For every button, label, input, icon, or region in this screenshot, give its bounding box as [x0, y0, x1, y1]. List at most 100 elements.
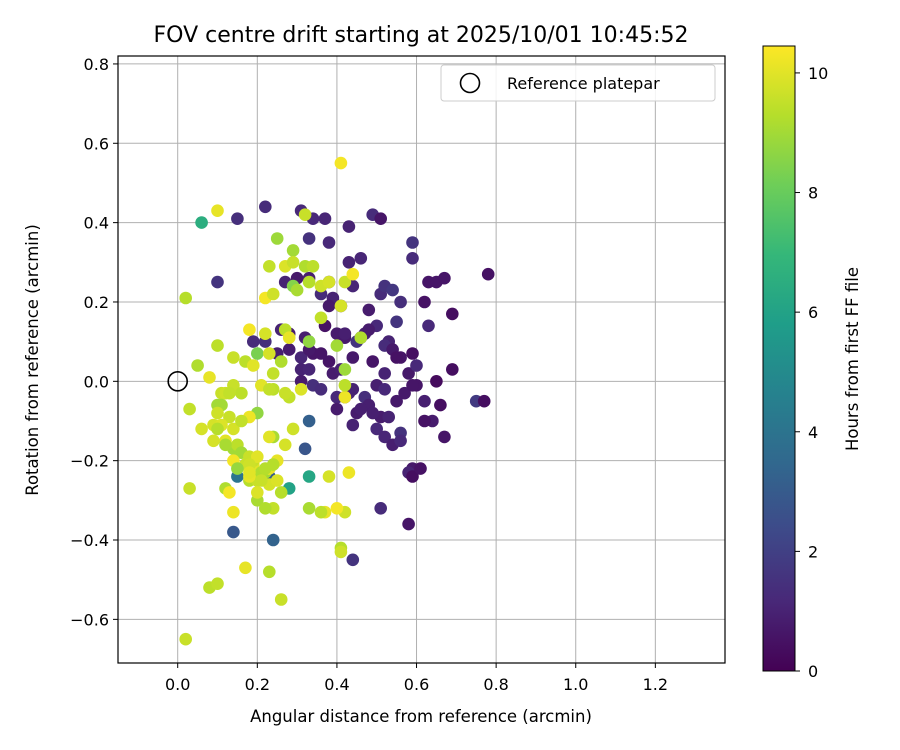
colorbar-tick-label: 8	[808, 184, 818, 203]
data-point	[314, 383, 328, 396]
data-point	[211, 339, 224, 352]
colorbar-tick-label: 10	[808, 64, 828, 83]
data-point	[259, 200, 272, 214]
data-point	[250, 450, 264, 464]
data-point	[338, 275, 352, 289]
data-point	[274, 355, 288, 368]
data-point	[402, 367, 415, 380]
data-point	[342, 466, 356, 479]
data-point	[322, 275, 336, 289]
data-point	[378, 430, 392, 444]
data-point	[366, 355, 380, 368]
colorbar-tick-label: 4	[808, 423, 818, 442]
data-point	[406, 379, 419, 392]
legend: Reference platepar	[440, 64, 716, 102]
data-point	[322, 355, 336, 368]
data-point	[410, 359, 423, 372]
data-point	[346, 553, 360, 567]
colorbar-label: Hours from first FF file	[843, 267, 862, 451]
x-tick-label: 0.6	[404, 675, 429, 694]
data-point	[263, 430, 276, 444]
data-point	[211, 422, 224, 436]
y-tick-label: −0.2	[70, 452, 109, 471]
data-point	[422, 319, 435, 333]
data-point	[191, 359, 204, 372]
data-point	[278, 386, 292, 400]
data-point	[294, 383, 308, 396]
data-point	[223, 386, 236, 400]
data-point	[418, 295, 431, 309]
data-point	[418, 394, 431, 408]
data-point	[263, 347, 276, 360]
data-point	[330, 339, 344, 352]
data-point	[195, 216, 208, 229]
data-point	[398, 386, 411, 400]
data-point	[390, 315, 403, 329]
data-point	[370, 422, 384, 436]
data-point	[394, 434, 407, 448]
data-point	[247, 335, 260, 348]
y-tick-label: −0.6	[70, 610, 109, 629]
data-point	[302, 470, 316, 483]
data-point	[270, 232, 284, 245]
data-point	[239, 561, 252, 575]
y-tick-label: 0.0	[84, 372, 109, 391]
x-tick-label: 0.2	[245, 675, 270, 694]
data-point	[322, 236, 336, 249]
data-point	[338, 327, 352, 341]
data-point	[314, 311, 328, 325]
data-point	[270, 474, 284, 487]
data-point	[231, 462, 244, 475]
reference-marker-group	[167, 371, 189, 392]
colorbar-tick-label: 0	[808, 662, 818, 681]
data-point	[179, 632, 192, 646]
data-point	[418, 414, 431, 428]
x-axis-label: Angular distance from reference (arcmin)	[250, 707, 592, 726]
data-point	[282, 343, 296, 356]
data-point	[250, 486, 264, 499]
y-axis-ticks: −0.6 −0.4 −0.2 0.0 0.2 0.4 0.6 0.8	[70, 55, 118, 629]
data-point	[334, 156, 348, 170]
y-tick-label: 0.4	[84, 214, 109, 233]
data-point	[227, 525, 240, 539]
data-point	[390, 394, 403, 408]
data-point	[211, 275, 224, 289]
data-point	[334, 299, 348, 313]
data-point	[302, 275, 316, 289]
data-point	[302, 502, 316, 515]
data-point	[203, 371, 216, 384]
legend-reference-marker	[459, 72, 481, 94]
data-point	[481, 267, 495, 281]
x-tick-label: 1.0	[563, 675, 588, 694]
data-point	[211, 577, 224, 590]
data-point	[227, 351, 240, 364]
data-point	[406, 470, 419, 483]
data-point	[254, 474, 268, 487]
data-point	[362, 303, 376, 317]
data-point	[342, 255, 356, 269]
plot-frame	[117, 55, 726, 664]
data-point	[266, 367, 280, 380]
data-point	[378, 383, 392, 396]
grid-lines	[118, 56, 725, 663]
data-point	[342, 220, 356, 233]
data-point	[406, 251, 419, 265]
data-point	[298, 208, 312, 221]
data-point	[346, 267, 360, 281]
data-point	[302, 363, 316, 376]
reference-platepar-marker	[167, 371, 189, 392]
data-point	[374, 502, 388, 515]
data-point	[282, 331, 296, 345]
data-point	[286, 244, 300, 257]
data-point	[322, 299, 336, 313]
data-point	[263, 565, 276, 579]
data-point	[211, 406, 224, 420]
data-point	[235, 414, 248, 428]
data-point	[477, 394, 491, 408]
colorbar-gradient	[762, 45, 796, 672]
data-point	[318, 212, 332, 225]
data-point	[294, 351, 308, 364]
data-point	[338, 363, 352, 376]
data-point	[430, 375, 443, 388]
